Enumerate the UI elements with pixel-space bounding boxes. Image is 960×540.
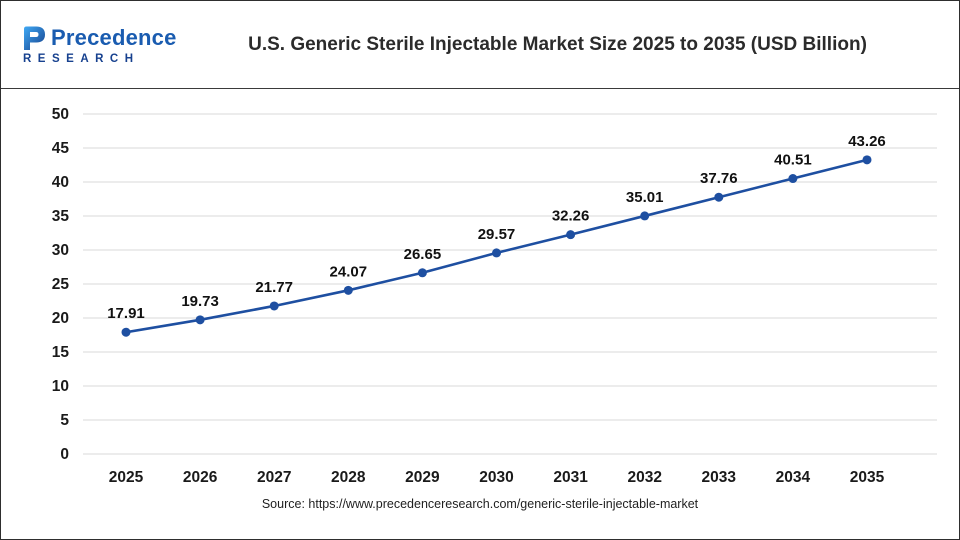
- logo-text: Precedence: [51, 24, 177, 50]
- data-point: [417, 268, 427, 278]
- data-point: [269, 301, 279, 311]
- data-point: [788, 174, 798, 184]
- y-tick-label: 25: [52, 276, 70, 293]
- x-tick-label: 2027: [257, 469, 291, 486]
- data-label: 24.07: [330, 263, 368, 280]
- y-tick-label: 50: [52, 106, 69, 123]
- data-point: [195, 315, 205, 325]
- y-tick-label: 30: [52, 242, 69, 259]
- y-tick-label: 20: [52, 310, 69, 327]
- data-label: 19.73: [181, 293, 219, 310]
- y-tick-label: 15: [52, 344, 70, 361]
- data-point: [714, 192, 724, 202]
- data-label: 35.01: [626, 189, 664, 206]
- y-tick-label: 35: [52, 208, 70, 225]
- data-label: 37.76: [700, 170, 738, 187]
- data-label: 26.65: [404, 246, 442, 263]
- data-label: 17.91: [107, 305, 145, 322]
- x-tick-label: 2025: [109, 469, 144, 486]
- x-tick-label: 2028: [331, 469, 366, 486]
- chart-title: U.S. Generic Sterile Injectable Market S…: [248, 33, 867, 55]
- data-label: 40.51: [774, 152, 812, 169]
- data-label: 43.26: [848, 133, 886, 150]
- y-tick-label: 10: [52, 378, 69, 395]
- data-point: [343, 285, 353, 295]
- y-tick-label: 5: [60, 412, 69, 429]
- data-point: [121, 327, 131, 337]
- y-tick-label: 45: [52, 140, 70, 157]
- logo-subtext: RESEARCH: [23, 52, 140, 65]
- data-label: 21.77: [255, 279, 293, 296]
- x-tick-label: 2026: [183, 469, 218, 486]
- data-label: 29.57: [478, 226, 516, 243]
- x-tick-label: 2035: [850, 469, 885, 486]
- data-point: [640, 211, 650, 221]
- y-tick-label: 40: [52, 174, 69, 191]
- x-tick-label: 2033: [702, 469, 737, 486]
- logo-p-icon: [24, 26, 45, 50]
- data-label: 32.26: [552, 208, 590, 225]
- footer: Source: https://www.precedenceresearch.c…: [1, 491, 959, 531]
- data-point: [862, 155, 872, 165]
- precedence-research-logo: Precedence RESEARCH: [21, 25, 206, 65]
- x-tick-label: 2029: [405, 469, 440, 486]
- x-tick-label: 2031: [553, 469, 588, 486]
- data-point: [492, 248, 501, 258]
- source-text: Source: https://www.precedenceresearch.c…: [261, 497, 699, 511]
- data-point: [566, 230, 576, 240]
- header: Precedence RESEARCH U.S. Generic Sterile…: [1, 1, 959, 89]
- x-tick-label: 2030: [479, 469, 513, 486]
- x-tick-label: 2034: [776, 469, 811, 486]
- x-tick-label: 2032: [627, 469, 661, 486]
- y-tick-label: 0: [60, 446, 69, 463]
- data-line: [124, 158, 869, 334]
